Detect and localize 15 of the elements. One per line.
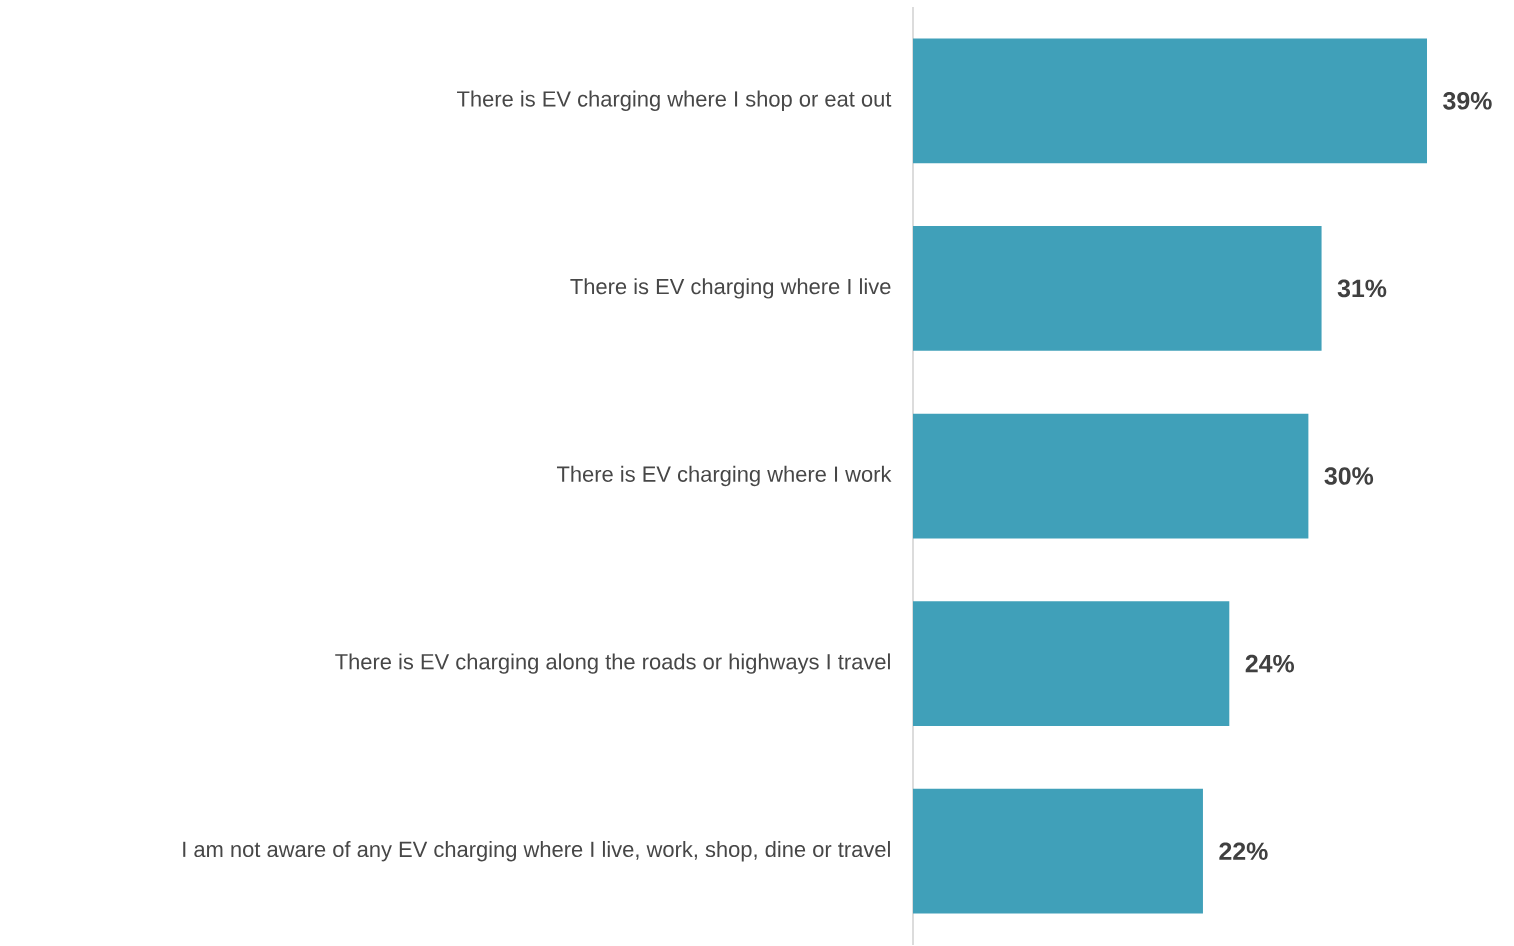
- bar: [913, 38, 1427, 164]
- y-tick-label: There is EV charging where I shop or eat out: [457, 90, 892, 112]
- bar: [913, 226, 1322, 351]
- data-label: 30%: [1324, 467, 1374, 485]
- bar: [913, 601, 1230, 727]
- y-tick-label: I am not aware of any EV charging where I live, work, shop, dine or travel: [183, 841, 890, 862]
- bar: [913, 413, 1309, 539]
- data-label: 24%: [1245, 654, 1295, 673]
- bar: [913, 788, 1203, 914]
- y-tick-label: There is EV charging where I live: [570, 278, 891, 299]
- data-label: 22%: [1219, 842, 1268, 861]
- y-tick-label: There is EV charging where I work: [556, 465, 892, 487]
- data-label: 31%: [1337, 279, 1387, 298]
- y-tick-label: There is EV charging along the roads or highways I travel: [335, 653, 890, 674]
- data-label: 39%: [1443, 92, 1492, 110]
